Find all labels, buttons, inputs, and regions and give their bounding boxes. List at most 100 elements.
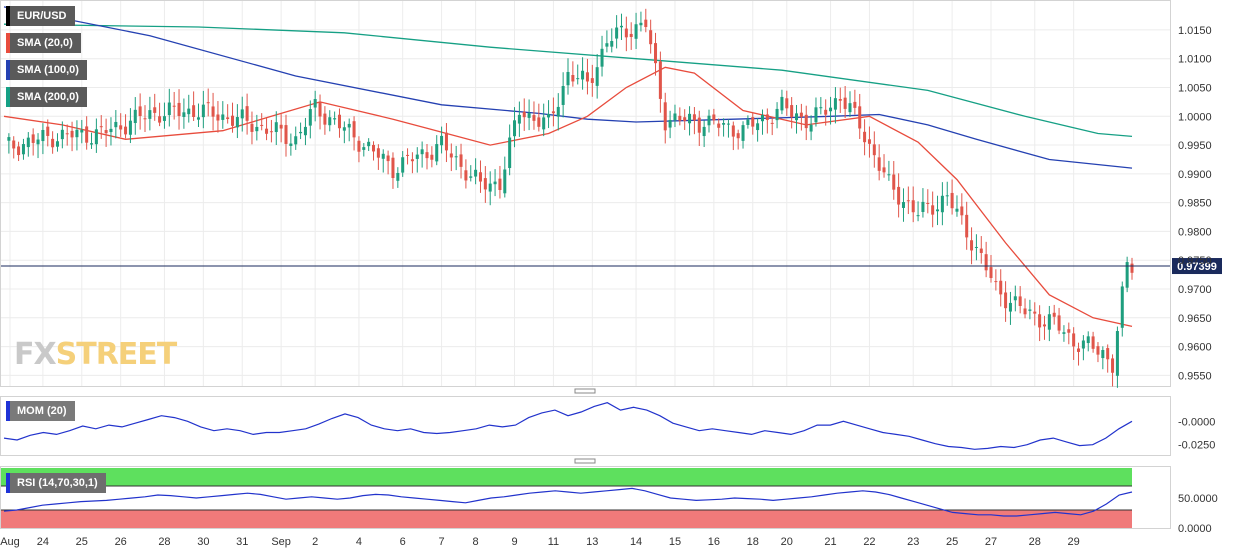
candle-body (469, 176, 473, 178)
candle-body (654, 43, 658, 64)
candle-body (658, 61, 662, 99)
x-tick-label: 11 (548, 536, 559, 548)
candle-body (566, 71, 570, 86)
candle-body (308, 109, 312, 126)
candle-body (571, 75, 575, 82)
divider-handle-2[interactable] (574, 458, 596, 464)
candle-body (678, 115, 682, 121)
candle-body (561, 86, 565, 105)
candle-body (153, 107, 157, 113)
candle-body (420, 149, 424, 155)
candle-body (1115, 331, 1119, 376)
x-tick-label: 31 (236, 536, 248, 548)
rsi-legend[interactable]: RSI (14,70,30,1) (6, 473, 106, 493)
current-price-value: 0.97399 (1177, 261, 1217, 273)
candle-body (824, 109, 828, 115)
candle-body (483, 178, 487, 190)
candle-body (391, 157, 395, 179)
rsi-oversold-zone (1, 510, 1132, 528)
x-tick-label: 13 (586, 536, 598, 548)
candle-body (55, 141, 59, 147)
candle-body (1033, 311, 1037, 314)
mom-legend[interactable]: MOM (20) (6, 401, 75, 421)
y-tick-label: 0.9650 (1178, 313, 1212, 325)
candle-body (109, 128, 113, 133)
candle-body (1096, 346, 1100, 355)
candle-body (863, 131, 867, 143)
sma200-layer (3, 23, 1133, 138)
candles-layer (7, 8, 1134, 388)
candle-body (260, 124, 264, 126)
x-tick-label: 25 (76, 536, 88, 548)
candle-body (401, 157, 405, 173)
candle-body (974, 246, 978, 248)
x-tick-label: 25 (946, 536, 958, 548)
candle-body (51, 138, 55, 148)
candle-body (1072, 333, 1076, 347)
pane-dividers[interactable] (574, 388, 596, 464)
x-tick-label: 26 (115, 536, 127, 548)
candle-body (70, 130, 74, 138)
candle-body (449, 153, 453, 158)
candle-body (1130, 263, 1134, 273)
y-tick-label: 0.9600 (1178, 342, 1212, 354)
mom-pane-border (0, 396, 1171, 456)
candle-body (124, 126, 128, 135)
candle-body (697, 117, 701, 133)
candle-body (478, 172, 482, 182)
candle-body (503, 169, 507, 194)
candle-body (444, 132, 448, 151)
candle-body (833, 98, 837, 110)
candle-body (464, 170, 468, 181)
candle-body (323, 113, 327, 125)
mom-line (3, 402, 1133, 450)
candle-body (187, 108, 191, 115)
candle-body (167, 102, 171, 116)
candle-body (177, 102, 181, 117)
candle-body (940, 195, 944, 213)
candle-body (1013, 296, 1017, 301)
sma200-legend[interactable]: SMA (200,0) (6, 87, 87, 107)
x-tick-label: 27 (985, 536, 997, 548)
candle-body (1120, 286, 1124, 328)
candle-body (1018, 296, 1022, 306)
candle-body (333, 118, 337, 120)
x-tick-label: 30 (197, 536, 209, 548)
candle-body (765, 114, 769, 120)
candle-body (994, 281, 998, 283)
candle-body (1047, 314, 1051, 330)
candle-body (372, 144, 376, 152)
candle-body (216, 114, 220, 121)
candle-body (921, 201, 925, 212)
candle-body (517, 114, 521, 124)
candle-body (751, 117, 755, 127)
x-tick-label: Sep (271, 536, 291, 548)
candle-body (999, 280, 1003, 295)
divider-handle-1[interactable] (574, 388, 596, 394)
candle-body (192, 105, 196, 117)
candle-body (1101, 350, 1105, 359)
candle-body (41, 129, 45, 142)
candle-body (537, 117, 541, 127)
sma20-legend[interactable]: SMA (20,0) (6, 33, 81, 53)
sma200-line (3, 23, 1133, 138)
candle-body (760, 115, 764, 122)
x-tick-label: 21 (824, 536, 836, 548)
candle-body (639, 22, 643, 26)
candle-body (148, 110, 152, 119)
symbol-label[interactable]: EUR/USD (6, 6, 75, 26)
candle-body (858, 106, 862, 129)
candle-body (527, 113, 531, 118)
candle-body (785, 98, 789, 109)
x-tick-label: 4 (356, 536, 362, 548)
candle-body (615, 27, 619, 39)
candle-body (75, 129, 79, 138)
candle-body (80, 129, 84, 133)
sma100-legend[interactable]: SMA (100,0) (6, 60, 87, 80)
candle-body (376, 148, 380, 158)
x-tick-label: 23 (907, 536, 919, 548)
candle-body (916, 215, 920, 217)
candle-body (182, 112, 186, 117)
candle-body (814, 107, 818, 123)
candle-body (201, 104, 205, 118)
